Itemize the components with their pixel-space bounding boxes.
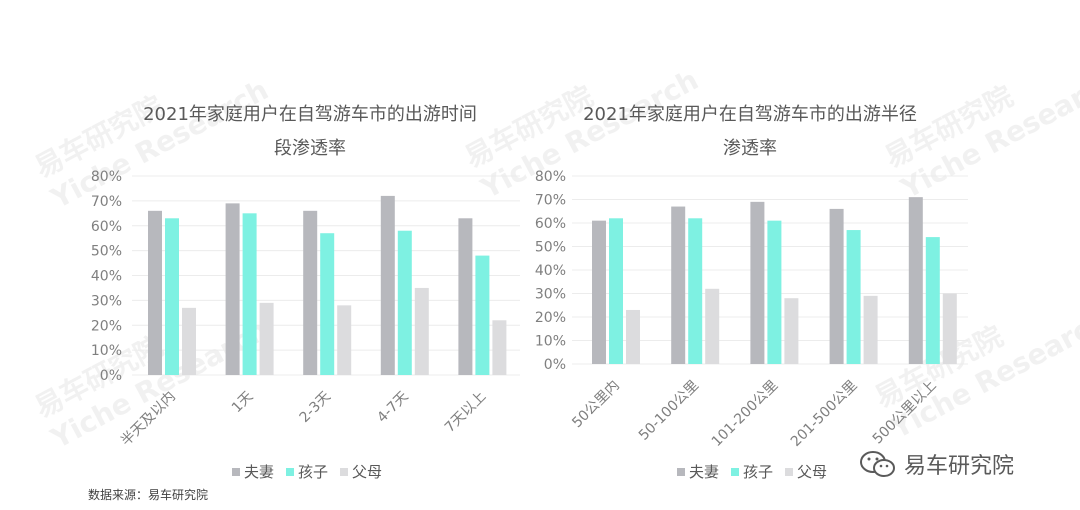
y-tick-label: 40% — [91, 269, 122, 285]
bar-夫妻 — [908, 197, 923, 364]
y-tick-label: 0% — [544, 357, 566, 373]
x-category-label: 500公里以上 — [870, 378, 940, 448]
legend-label: 孩子 — [298, 463, 328, 481]
bar-夫妻 — [148, 210, 162, 375]
bar-孩子 — [165, 218, 179, 375]
bar-孩子 — [925, 237, 940, 364]
bar-孩子 — [475, 255, 490, 375]
bar-夫妻 — [380, 195, 395, 375]
legend-swatch — [731, 468, 739, 476]
bar-孩子 — [688, 218, 703, 364]
y-tick-label: 30% — [535, 287, 566, 303]
y-tick-label: 80% — [91, 169, 122, 185]
legend-swatch — [677, 468, 685, 476]
chart-title-left: 2021年家庭用户在自驾游车市的出游时间 段渗透率 — [100, 98, 520, 166]
x-category-label: 50-100公里 — [636, 378, 702, 444]
y-tick-label: 40% — [535, 263, 566, 279]
legend-label: 夫妻 — [689, 463, 719, 481]
bar-父母 — [784, 298, 799, 364]
bar-父母 — [337, 305, 352, 375]
y-tick-label: 30% — [91, 293, 122, 309]
bar-孩子 — [846, 230, 861, 364]
bar-夫妻 — [750, 201, 765, 364]
legend-swatch — [232, 468, 240, 476]
y-tick-label: 70% — [91, 194, 122, 210]
legend-label: 夫妻 — [244, 463, 274, 481]
y-tick-label: 70% — [535, 193, 566, 209]
legend-swatch — [340, 468, 348, 476]
bar-夫妻 — [671, 206, 686, 364]
bar-孩子 — [320, 233, 335, 375]
bar-夫妻 — [458, 218, 473, 375]
x-category-label: 50公里内 — [569, 378, 623, 432]
bar-父母 — [705, 288, 720, 364]
y-tick-label: 10% — [535, 334, 566, 350]
bar-父母 — [259, 302, 274, 375]
bar-父母 — [626, 309, 640, 364]
bar-孩子 — [609, 218, 623, 364]
bar-父母 — [863, 295, 878, 364]
bar-chart-time-period: 0%10%20%30%40%50%60%70%80%半天及以内 1天 2-3天 4-7… — [91, 169, 520, 481]
legend-swatch — [785, 468, 793, 476]
bar-夫妻 — [592, 220, 606, 364]
y-tick-label: 20% — [91, 318, 122, 334]
data-source-text: 数据来源：易车研究院 — [88, 488, 209, 502]
legend-swatch — [286, 468, 294, 476]
x-category-label: 201-500公里 — [788, 378, 860, 450]
bar-父母 — [492, 320, 507, 375]
x-category-label: 101-200公里 — [709, 378, 781, 450]
legend-label: 父母 — [352, 463, 382, 481]
brand-logo: 易车研究院 — [858, 448, 1014, 480]
bar-父母 — [942, 293, 957, 364]
chart-title-line: 2021年家庭用户在自驾游车市的出游时间 — [143, 104, 477, 125]
chart-title-right: 2021年家庭用户在自驾游车市的出游半径 渗透率 — [540, 98, 960, 166]
y-tick-label: 0% — [100, 368, 122, 384]
wechat-icon — [860, 451, 895, 477]
chart-title-line: 2021年家庭用户在自驾游车市的出游半径 — [583, 104, 917, 125]
chart-title-line: 段渗透率 — [274, 138, 346, 159]
bar-孩子 — [767, 220, 782, 364]
bar-父母 — [414, 287, 429, 375]
bar-孩子 — [397, 230, 412, 375]
bar-孩子 — [242, 213, 257, 375]
y-tick-label: 20% — [535, 310, 566, 326]
y-tick-label: 10% — [91, 343, 122, 359]
legend-label: 孩子 — [743, 463, 773, 481]
bar-夫妻 — [829, 208, 844, 364]
bar-父母 — [182, 307, 196, 375]
legend-label: 父母 — [797, 463, 827, 481]
y-tick-label: 50% — [91, 244, 122, 260]
bar-夫妻 — [225, 203, 240, 375]
y-tick-label: 80% — [535, 169, 566, 185]
y-tick-label: 60% — [535, 216, 566, 232]
brand-name: 易车研究院 — [904, 454, 1015, 479]
bar-夫妻 — [303, 210, 318, 375]
y-tick-label: 50% — [535, 240, 566, 256]
chart-title-line: 渗透率 — [723, 138, 777, 159]
y-tick-label: 60% — [91, 219, 122, 235]
